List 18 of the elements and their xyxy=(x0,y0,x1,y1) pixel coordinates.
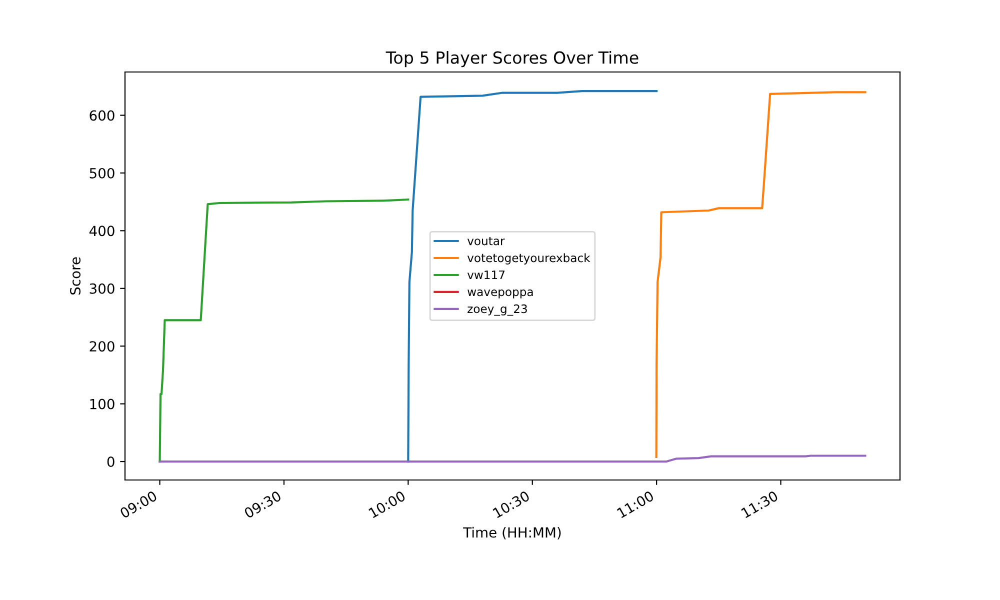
legend-label: vw117 xyxy=(467,270,504,280)
line-series xyxy=(407,90,658,463)
x-axis-title: Time (HH:MM) xyxy=(463,526,561,540)
line-series xyxy=(655,91,866,458)
legend-label: zoey_g_23 xyxy=(468,304,527,316)
chart-title: Top 5 Player Scores Over Time xyxy=(386,51,638,68)
y-tick-label: 300 xyxy=(90,283,114,294)
y-tick-label: 0 xyxy=(107,456,114,468)
y-tick-label: 400 xyxy=(89,226,114,236)
legend-label: wavepoppa xyxy=(468,290,533,298)
legend-label: votetogetyourexback xyxy=(467,253,590,264)
y-tick-label: 200 xyxy=(90,341,114,352)
y-tick-label: 100 xyxy=(90,398,114,410)
y-tick-label: 600 xyxy=(90,110,114,121)
line-series xyxy=(158,198,410,463)
y-tick-label: 500 xyxy=(90,168,114,178)
legend-label: voutar xyxy=(467,236,505,246)
y-axis-title: Score xyxy=(70,257,81,295)
